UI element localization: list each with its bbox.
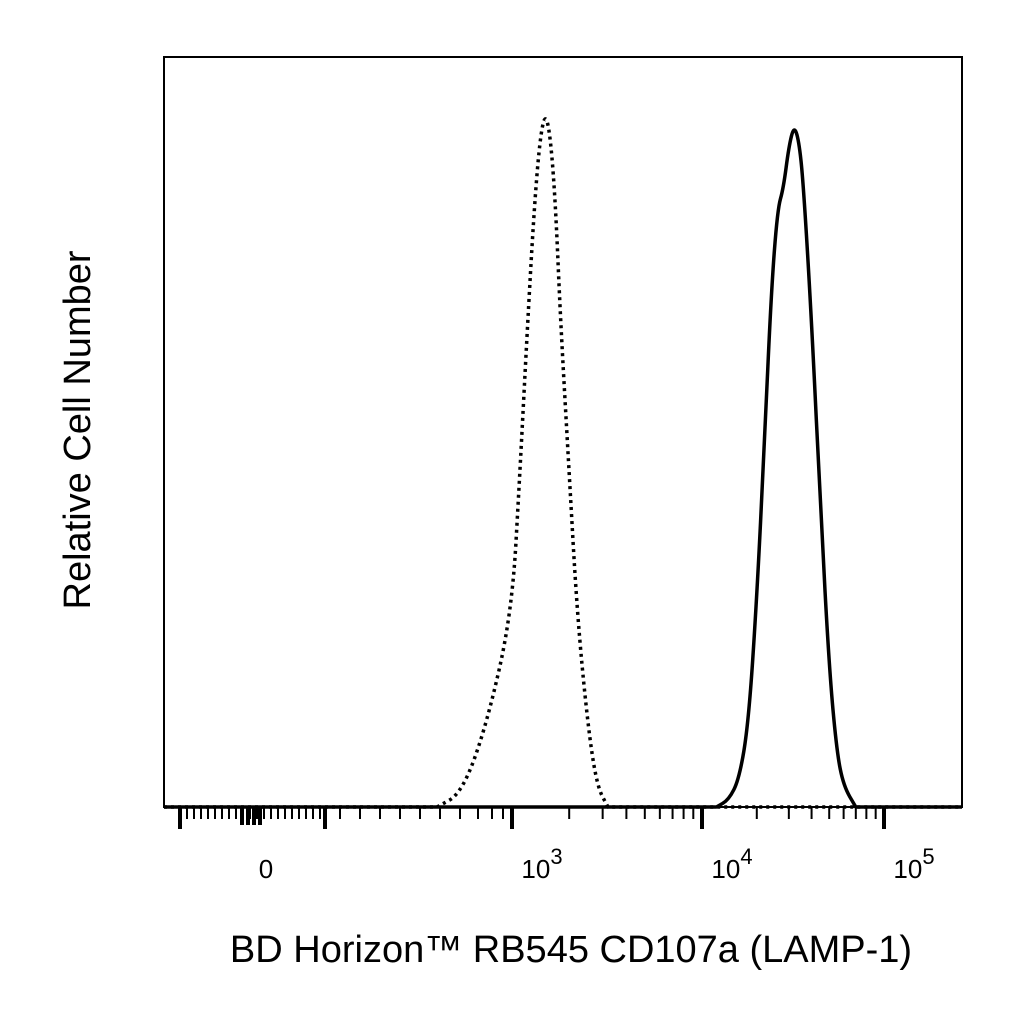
x-axis-label: BD Horizon™ RB545 CD107a (LAMP-1) xyxy=(230,929,912,971)
tick-label-base: 10 xyxy=(893,854,922,884)
tick-label-exponent: 3 xyxy=(550,844,562,869)
y-axis-label: Relative Cell Number xyxy=(57,250,99,609)
tick-label-exponent: 4 xyxy=(740,844,752,869)
series-layer xyxy=(164,117,962,809)
x-tick-label: 0 xyxy=(259,854,273,884)
x-tick-label: 104 xyxy=(711,844,752,884)
x-tick-labels: 0 103 104 105 xyxy=(259,844,935,884)
tick-label-exponent: 5 xyxy=(922,844,934,869)
x-tick-label: 103 xyxy=(521,844,562,884)
series-line-dotted xyxy=(164,117,962,809)
plot-frame xyxy=(163,56,963,808)
series-line-solid xyxy=(164,128,962,809)
tick-label-base: 10 xyxy=(521,854,550,884)
x-tick-label: 105 xyxy=(893,844,934,884)
tick-label-base: 10 xyxy=(711,854,740,884)
x-minor-ticks xyxy=(179,807,877,825)
x-major-ticks xyxy=(178,807,886,829)
